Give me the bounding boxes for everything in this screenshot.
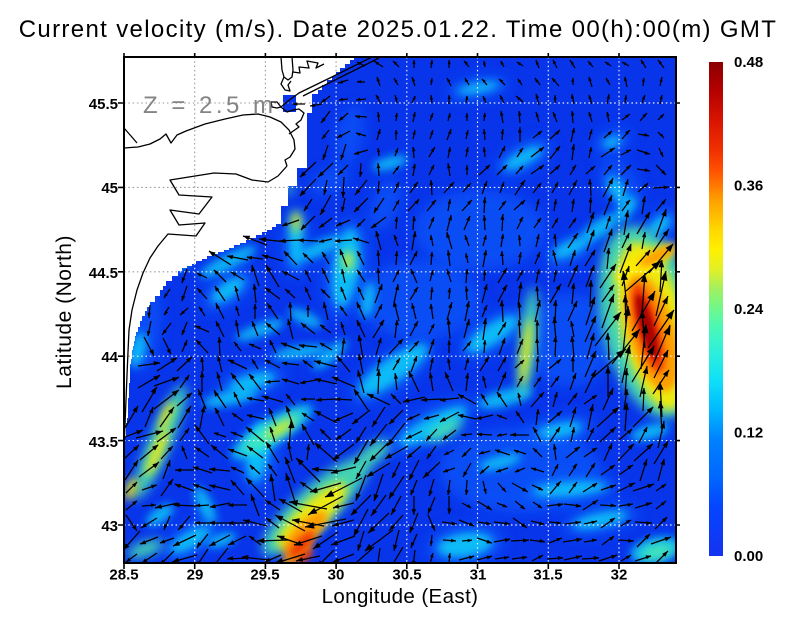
svg-text:Z = 2.5 m: Z = 2.5 m (143, 92, 277, 119)
svg-text:Current velocity (m/s). Date 2: Current velocity (m/s). Date 2025.01.22.… (19, 16, 778, 43)
svg-text:0.00: 0.00 (734, 548, 763, 565)
svg-text:44.5: 44.5 (89, 265, 118, 282)
svg-text:45.5: 45.5 (89, 96, 118, 113)
svg-text:30.5: 30.5 (392, 567, 421, 584)
svg-text:Longitude (East): Longitude (East) (322, 585, 479, 608)
svg-text:31: 31 (470, 567, 487, 584)
svg-text:43.5: 43.5 (89, 434, 118, 451)
svg-text:0.36: 0.36 (734, 178, 763, 195)
svg-text:43: 43 (101, 518, 118, 535)
svg-text:0.48: 0.48 (734, 54, 763, 71)
svg-text:0.24: 0.24 (734, 301, 764, 318)
svg-text:32: 32 (611, 567, 628, 584)
svg-text:31.5: 31.5 (533, 567, 562, 584)
svg-text:45: 45 (101, 180, 118, 197)
svg-text:44: 44 (101, 349, 118, 366)
svg-text:0.12: 0.12 (734, 425, 763, 442)
svg-text:29.5: 29.5 (250, 567, 279, 584)
svg-text:28.5: 28.5 (109, 567, 138, 584)
svg-text:30: 30 (328, 567, 345, 584)
svg-text:Latitude (North): Latitude (North) (53, 235, 76, 389)
svg-text:29: 29 (187, 567, 204, 584)
